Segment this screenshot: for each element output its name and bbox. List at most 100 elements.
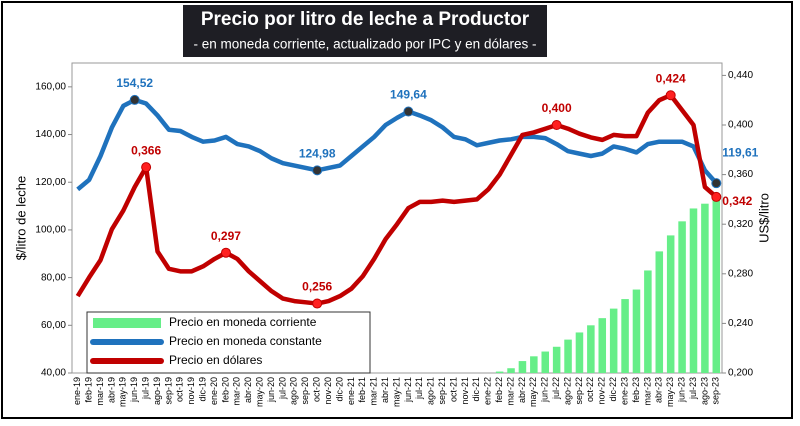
legend-swatch <box>93 318 161 328</box>
point-marker <box>129 94 140 105</box>
data-label: 149,64 <box>390 88 427 102</box>
point-marker <box>312 298 323 309</box>
chart-title: Precio por litro de leche a Productor <box>201 9 530 30</box>
bar <box>621 299 629 373</box>
y-tick-label: 100,00 <box>35 225 66 236</box>
legend-label: Precio en moneda constante <box>169 334 322 348</box>
x-tick-label: jul-20 <box>277 377 287 400</box>
y-tick-label: 160,00 <box>35 81 66 92</box>
chart-subtitle: - en moneda corriente, actualizado por I… <box>194 37 537 52</box>
x-tick-label: mar-19 <box>95 377 105 406</box>
point-marker <box>665 90 676 101</box>
bar <box>507 368 515 373</box>
bar <box>655 251 664 373</box>
x-tick-label: feb-21 <box>357 377 367 403</box>
x-tick-label: dic-19 <box>198 377 208 402</box>
x-tick-label: mar-20 <box>232 377 242 406</box>
x-tick-label: nov-20 <box>323 377 333 405</box>
y-tick-label: 40,00 <box>41 368 66 379</box>
x-tick-label: oct-20 <box>312 377 322 402</box>
x-tick-label: oct-19 <box>175 377 185 402</box>
point-marker <box>551 120 562 130</box>
bar <box>644 270 652 373</box>
legend-label: Precio en dólares <box>169 353 262 367</box>
x-tick-label: jun-21 <box>403 377 413 403</box>
y2-tick-label: 0,440 <box>728 70 753 81</box>
x-tick-label: ene-20 <box>209 377 219 405</box>
line <box>76 97 718 192</box>
x-tick-label: mar-21 <box>369 377 379 406</box>
y-tick-label: 140,00 <box>35 129 66 140</box>
y-axis-label: $/litro de leche <box>13 176 28 261</box>
y2-tick-label: 0,280 <box>728 268 753 279</box>
bar <box>701 203 709 373</box>
x-tick-label: abr-19 <box>106 377 116 403</box>
bar <box>575 332 584 373</box>
bar <box>632 289 641 373</box>
x-tick-label: ene-19 <box>72 377 82 405</box>
point-marker <box>403 106 414 117</box>
x-tick-label: ago-23 <box>699 377 709 405</box>
bar <box>678 221 686 373</box>
x-tick-label: may-20 <box>255 377 265 407</box>
x-tick-label: jul-22 <box>551 377 561 400</box>
x-tick-label: ene-23 <box>619 377 629 405</box>
x-tick-label: oct-22 <box>585 377 595 402</box>
x-tick-label: nov-22 <box>597 377 607 405</box>
x-tick-label: ene-21 <box>346 377 356 405</box>
x-tick-label: jul-23 <box>688 377 698 400</box>
x-tick-label: abr-22 <box>517 377 527 403</box>
bar <box>712 199 721 373</box>
x-tick-label: jul-21 <box>414 377 424 400</box>
y2-tick-label: 0,200 <box>728 368 753 379</box>
data-label: 0,366 <box>131 143 161 157</box>
y-tick-label: 120,00 <box>35 177 66 188</box>
x-tick-label: abr-23 <box>654 377 664 403</box>
x-tick-label: ago-19 <box>152 377 162 405</box>
y2-axis-label: US$/litro <box>756 193 771 243</box>
x-tick-label: abr-21 <box>380 377 390 403</box>
x-tick-label: jun-23 <box>676 377 686 403</box>
data-label: 0,342 <box>722 194 752 208</box>
y2-tick-label: 0,320 <box>728 219 753 230</box>
x-tick-label: dic-22 <box>608 377 618 402</box>
y2-tick-label: 0,240 <box>728 318 753 329</box>
data-label: 154,52 <box>116 76 153 90</box>
x-tick-label: feb-20 <box>220 377 230 403</box>
bar <box>541 351 550 373</box>
x-tick-label: may-21 <box>391 377 401 407</box>
legend-label: Precio en moneda corriente <box>169 315 317 329</box>
x-tick-label: nov-19 <box>186 377 196 405</box>
y-tick-label: 60,00 <box>41 320 66 331</box>
x-tick-label: feb-23 <box>631 377 641 403</box>
y2-tick-label: 0,360 <box>728 169 753 180</box>
x-tick-label: jun-22 <box>540 377 550 403</box>
x-tick-label: jul-19 <box>140 377 150 400</box>
bar <box>609 308 618 373</box>
bar <box>552 346 561 373</box>
line <box>75 92 718 306</box>
bar <box>495 371 504 373</box>
x-tick-label: ago-22 <box>562 377 572 405</box>
data-label: 0,400 <box>542 101 572 115</box>
bar <box>598 318 607 373</box>
bar <box>666 235 675 373</box>
x-tick-label: abr-20 <box>243 377 253 403</box>
bar <box>689 208 698 373</box>
x-tick-label: oct-21 <box>448 377 458 402</box>
bar <box>530 356 538 373</box>
x-tick-label: feb-19 <box>83 377 93 403</box>
data-label: 0,256 <box>302 280 332 294</box>
x-tick-label: may-22 <box>528 377 538 407</box>
x-tick-label: ago-20 <box>289 377 299 405</box>
plot <box>75 92 721 373</box>
data-label: 124,98 <box>299 147 336 161</box>
data-label: 0,297 <box>211 229 241 243</box>
x-tick-label: sep-20 <box>300 377 310 405</box>
x-tick-label: dic-21 <box>471 377 481 402</box>
x-tick-label: sep-22 <box>574 377 584 405</box>
x-tick-label: mar-23 <box>642 377 652 406</box>
x-tick-label: may-23 <box>665 377 675 407</box>
x-tick-label: may-19 <box>118 377 128 407</box>
